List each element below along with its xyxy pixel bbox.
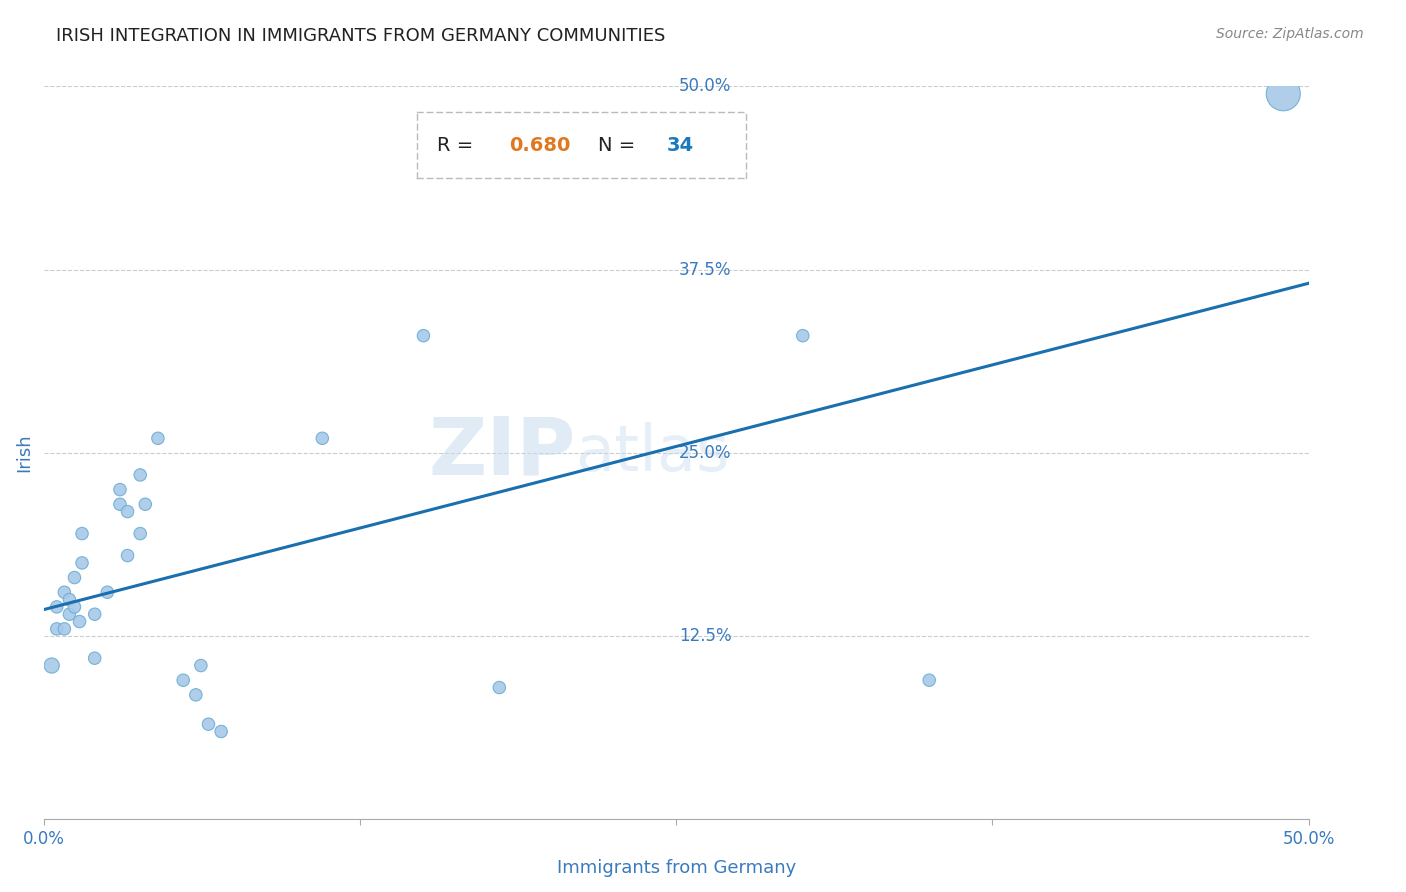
Point	[58, 592, 80, 607]
Point	[311, 431, 333, 445]
Y-axis label: Irish: Irish	[15, 434, 32, 472]
Point	[69, 615, 91, 629]
Point	[190, 658, 212, 673]
Point	[70, 526, 93, 541]
Point	[209, 724, 232, 739]
Point	[184, 688, 207, 702]
Point	[96, 585, 118, 599]
X-axis label: Immigrants from Germany: Immigrants from Germany	[557, 859, 796, 877]
Point	[134, 497, 156, 511]
Point	[792, 328, 814, 343]
Point	[53, 622, 76, 636]
Point	[63, 599, 86, 614]
Point	[108, 483, 131, 497]
Point	[63, 571, 86, 585]
Point	[53, 585, 76, 599]
Point	[412, 328, 434, 343]
Point	[129, 526, 152, 541]
Point	[108, 497, 131, 511]
Point	[58, 607, 80, 622]
Text: 12.5%: 12.5%	[679, 627, 731, 645]
Point	[45, 622, 67, 636]
Point	[117, 549, 139, 563]
Point	[41, 658, 63, 673]
Point	[172, 673, 194, 688]
Point	[45, 599, 67, 614]
Point	[1272, 87, 1295, 101]
Point	[70, 556, 93, 570]
Point	[488, 681, 510, 695]
Point	[83, 651, 105, 665]
Point	[83, 607, 105, 622]
Point	[197, 717, 219, 731]
Text: ZIP: ZIP	[427, 414, 575, 492]
Text: IRISH INTEGRATION IN IMMIGRANTS FROM GERMANY COMMUNITIES: IRISH INTEGRATION IN IMMIGRANTS FROM GER…	[56, 27, 665, 45]
Point	[146, 431, 169, 445]
Text: 37.5%: 37.5%	[679, 260, 731, 278]
Text: 50.0%: 50.0%	[679, 78, 731, 95]
Text: atlas: atlas	[575, 422, 730, 484]
Point	[918, 673, 941, 688]
Point	[117, 505, 139, 519]
Text: Source: ZipAtlas.com: Source: ZipAtlas.com	[1216, 27, 1364, 41]
Point	[129, 467, 152, 482]
Text: 25.0%: 25.0%	[679, 444, 731, 462]
